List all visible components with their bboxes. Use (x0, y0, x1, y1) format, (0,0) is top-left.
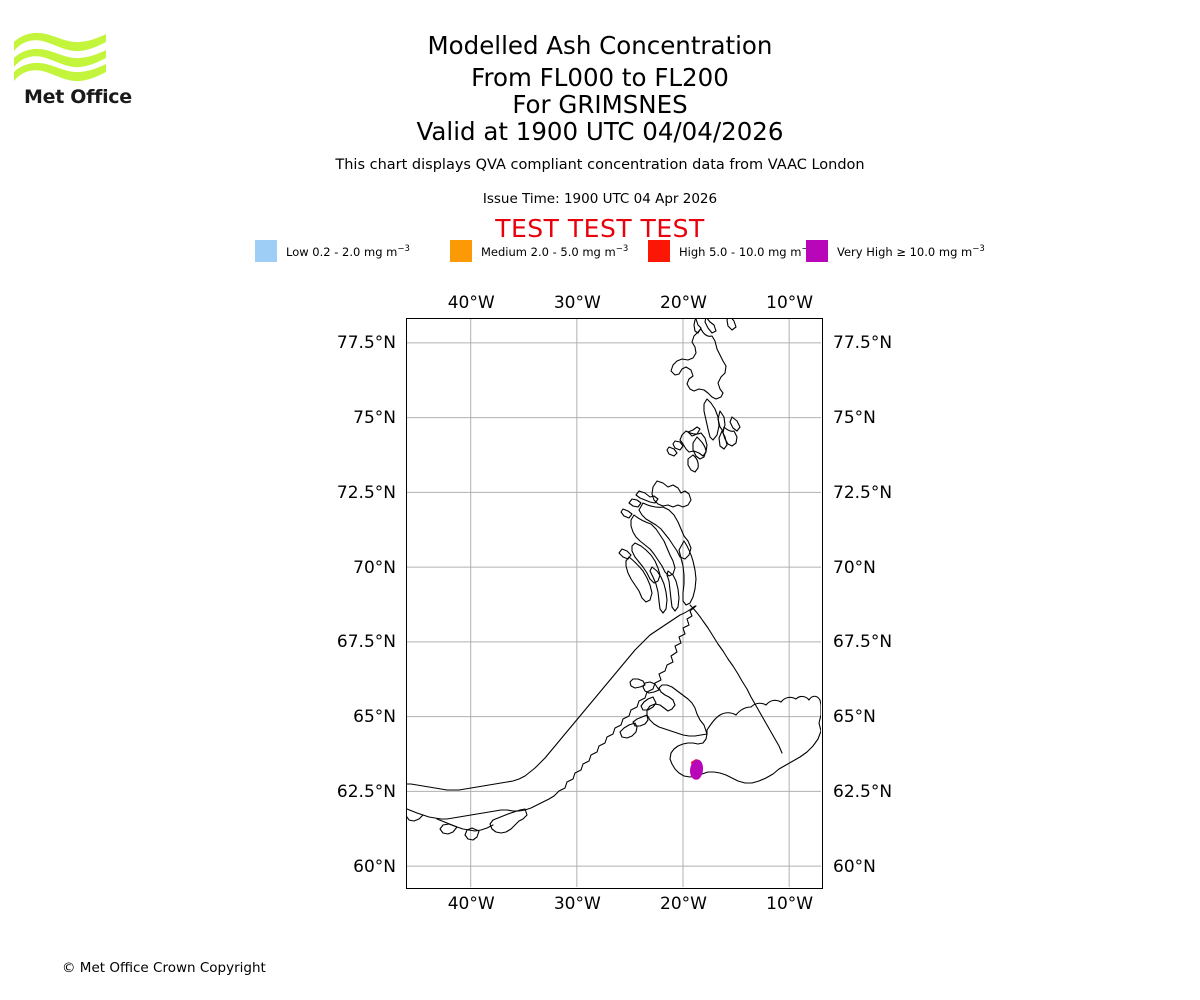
map-gridlines (407, 319, 821, 887)
y-tick-label-right: 72.5°N (833, 482, 893, 503)
y-tick-label-right: 75°N (833, 408, 876, 429)
legend-label: High 5.0 - 10.0 mg m−3 (679, 244, 814, 259)
title-volcano: For GRIMSNES (512, 90, 688, 119)
issue-time: Issue Time: 1900 UTC 04 Apr 2026 (482, 191, 718, 207)
y-tick-label-right: 67.5°N (833, 632, 893, 653)
coastline-iceland (619, 678, 821, 784)
concentration-legend: Low 0.2 - 2.0 mg m−3 Medium 2.0 - 5.0 mg … (0, 239, 1200, 263)
map-plot-area[interactable] (406, 318, 823, 889)
copyright-notice: © Met Office Crown Copyright (62, 960, 266, 976)
legend-color-swatch (648, 240, 670, 262)
legend-label: Very High ≥ 10.0 mg m−3 (837, 243, 985, 259)
y-tick-label-left: 72.5°N (336, 482, 396, 503)
y-tick-label-left: 65°N (353, 707, 396, 728)
y-tick-label-right: 77.5°N (833, 333, 893, 354)
y-tick-label-left: 77.5°N (336, 333, 396, 354)
x-tick-label-top: 10°W (766, 293, 814, 313)
y-tick-label-left: 60°N (353, 856, 396, 877)
test-banner: TEST TEST TEST (495, 214, 705, 243)
page-title: Modelled Ash Concentration (427, 31, 773, 60)
x-tick-label-top: 40°W (447, 293, 495, 313)
x-tick-label-bottom: 20°W (660, 894, 707, 914)
legend-color-swatch (806, 240, 828, 262)
ash-plume-overlay (689, 759, 704, 780)
y-tick-label-right: 65°N (833, 707, 876, 728)
title-valid-time: Valid at 1900 UTC 04/04/2026 (416, 117, 784, 146)
title-flight-level: From FL000 to FL200 (471, 63, 729, 92)
met-office-wave-logo-icon (14, 32, 106, 82)
legend-entry: Low 0.2 - 2.0 mg m−3 (255, 239, 410, 263)
met-office-logo: Met Office (12, 26, 132, 116)
coastline-greenland (407, 319, 783, 791)
y-tick-label-right: 62.5°N (833, 781, 893, 802)
coastline-greenland-south (407, 605, 697, 841)
qva-subtitle: This chart displays QVA compliant concen… (335, 157, 865, 173)
y-tick-label-left: 75°N (353, 408, 396, 429)
y-tick-label-left: 62.5°N (336, 781, 396, 802)
y-tick-label-right: 60°N (833, 856, 876, 877)
legend-color-swatch (255, 240, 277, 262)
legend-entry: High 5.0 - 10.0 mg m−3 (648, 239, 814, 263)
x-tick-label-top: 20°W (660, 293, 707, 313)
x-tick-label-bottom: 10°W (766, 894, 814, 914)
legend-entry: Very High ≥ 10.0 mg m−3 (806, 239, 985, 263)
y-tick-label-left: 67.5°N (336, 632, 396, 653)
map-canvas (407, 319, 821, 887)
ash-area-very-high (689, 759, 704, 780)
legend-label: Low 0.2 - 2.0 mg m−3 (286, 243, 410, 259)
legend-color-swatch (450, 240, 472, 262)
legend-label: Medium 2.0 - 5.0 mg m−3 (481, 243, 629, 259)
x-tick-label-bottom: 30°W (553, 894, 601, 914)
y-tick-label-right: 70°N (833, 557, 876, 578)
legend-entry: Medium 2.0 - 5.0 mg m−3 (450, 239, 628, 263)
y-tick-label-left: 70°N (353, 557, 396, 578)
x-tick-label-top: 30°W (553, 293, 601, 313)
logo-wordmark: Met Office (24, 86, 132, 108)
x-tick-label-bottom: 40°W (447, 894, 495, 914)
